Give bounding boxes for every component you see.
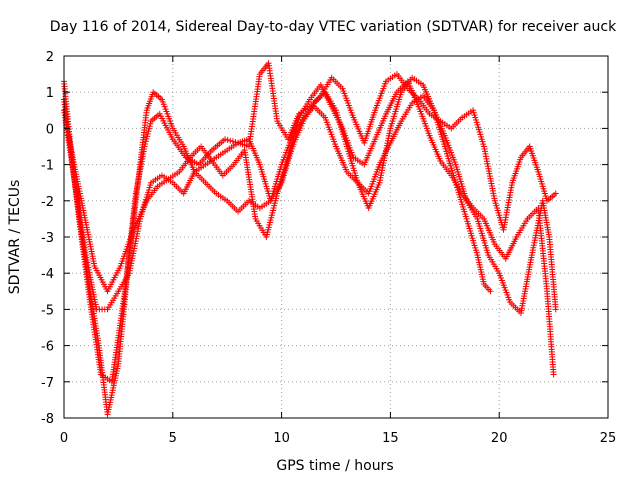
data-point xyxy=(146,123,153,130)
data-point xyxy=(143,135,150,142)
x-tick-label: 0 xyxy=(60,431,68,446)
points-layer xyxy=(61,60,559,418)
y-tick-label: -7 xyxy=(41,376,54,391)
data-point xyxy=(142,138,149,145)
data-point xyxy=(147,120,154,127)
y-tick-label: -8 xyxy=(41,412,54,427)
data-point xyxy=(142,140,149,147)
data-point xyxy=(232,139,239,146)
data-point xyxy=(141,143,148,150)
y-tick-label: -6 xyxy=(41,340,54,355)
x-tick-label: 25 xyxy=(600,431,617,446)
data-point xyxy=(145,128,152,135)
data-point xyxy=(552,306,559,313)
y-axis-label: SDTVAR / TECUs xyxy=(7,180,23,295)
data-point xyxy=(146,125,153,132)
data-point xyxy=(487,288,494,295)
data-point xyxy=(552,190,559,197)
y-tick-label: -2 xyxy=(41,195,54,210)
x-tick-label: 10 xyxy=(273,431,290,446)
y-tick-label: 0 xyxy=(46,122,54,137)
y-tick-label: -5 xyxy=(41,303,54,318)
y-tick-label: -1 xyxy=(41,159,54,174)
y-tick-label: 1 xyxy=(46,86,54,101)
data-point xyxy=(227,137,234,144)
data-point xyxy=(144,133,151,140)
data-point xyxy=(222,136,229,143)
x-axis-label: GPS time / hours xyxy=(276,458,393,474)
data-point xyxy=(224,136,231,143)
series-track-d xyxy=(65,78,557,378)
x-tick-label: 5 xyxy=(169,431,177,446)
data-point xyxy=(144,130,151,137)
y-tick-label: -4 xyxy=(41,267,54,282)
series-track-c xyxy=(61,92,559,317)
y-tick-label: 2 xyxy=(46,50,54,65)
data-point xyxy=(550,371,557,378)
y-tick-label: -3 xyxy=(41,231,54,246)
data-point xyxy=(229,138,236,145)
ticks-layer: 0 5 10 15 20 25 -8 -7 -6 -5 -4 -3 -2 -1 0 1 2 xyxy=(41,50,616,446)
x-tick-label: 15 xyxy=(382,431,399,446)
grid-layer xyxy=(64,56,608,418)
x-tick-label: 20 xyxy=(491,431,508,446)
series-track-b xyxy=(61,60,559,385)
chart-title: Day 116 of 2014, Sidereal Day-to-day VTE… xyxy=(50,19,617,35)
